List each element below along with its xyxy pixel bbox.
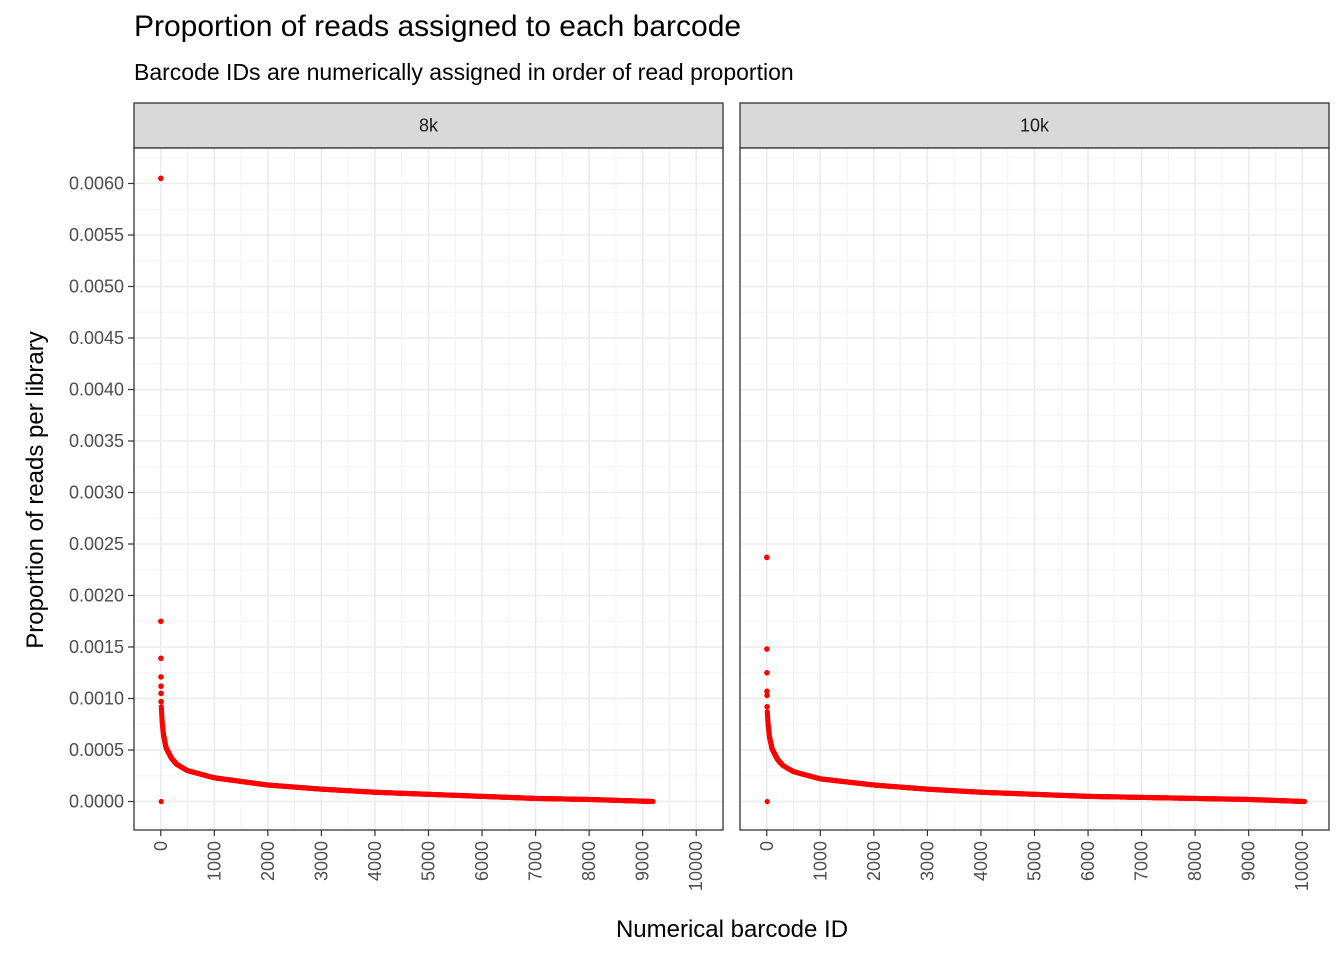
y-tick-label: 0.0055 bbox=[69, 225, 124, 245]
x-tick-label: 8000 bbox=[579, 841, 599, 881]
x-tick-label: 6000 bbox=[472, 841, 492, 881]
y-tick-label: 0.0025 bbox=[69, 534, 124, 554]
chart-subtitle: Barcode IDs are numerically assigned in … bbox=[134, 59, 794, 85]
y-tick-label: 0.0015 bbox=[69, 637, 124, 657]
data-point bbox=[764, 798, 770, 805]
y-tick-label: 0.0020 bbox=[69, 586, 124, 606]
data-point-top bbox=[764, 692, 770, 699]
x-tick-label: 4000 bbox=[365, 841, 385, 881]
x-tick-label: 3000 bbox=[311, 841, 331, 881]
y-tick-label: 0.0040 bbox=[69, 380, 124, 400]
y-tick-label: 0.0030 bbox=[69, 483, 124, 503]
data-point-top bbox=[158, 690, 164, 697]
data-points bbox=[764, 554, 1308, 805]
data-point-top bbox=[158, 698, 164, 705]
x-tick-label: 4000 bbox=[971, 841, 991, 881]
data-point-top bbox=[158, 674, 164, 680]
facet-strip-label: 10k bbox=[1020, 116, 1050, 136]
gridlines bbox=[134, 148, 723, 830]
x-tick-label: 9000 bbox=[633, 841, 653, 881]
chart-title: Proportion of reads assigned to each bar… bbox=[134, 10, 742, 43]
y-tick-label: 0.0045 bbox=[69, 328, 124, 348]
data-point-top bbox=[158, 655, 164, 662]
y-tick-label: 0.0000 bbox=[69, 792, 124, 812]
x-tick-label: 1000 bbox=[204, 841, 224, 881]
x-tick-label: 9000 bbox=[1239, 841, 1259, 881]
y-tick-label: 0.0035 bbox=[69, 431, 124, 451]
facet-panel-8k: 8k 0 1000 2000 3000 4000 5000 6000 7000 8000 9000 1… bbox=[69, 102, 724, 891]
y-tick-label: 0.0060 bbox=[69, 174, 124, 194]
x-tick-label: 7000 bbox=[1132, 841, 1152, 881]
y-tick-label: 0.0050 bbox=[69, 277, 124, 297]
data-point-top bbox=[764, 669, 770, 676]
data-point-top bbox=[764, 554, 770, 561]
y-axis: 0.0000 0.0005 0.0010 0.0015 0.0020 0.0025 0.00… bbox=[69, 174, 134, 812]
x-axis: 0 1000 2000 3000 4000 5000 6000 7000 8000 9000 100… bbox=[151, 830, 706, 891]
x-axis: 0 1000 2000 3000 4000 5000 6000 7000 8000 9000 100… bbox=[757, 830, 1312, 891]
data-point-top bbox=[764, 688, 770, 695]
y-tick-label: 0.0005 bbox=[69, 740, 124, 760]
x-tick-label: 7000 bbox=[526, 841, 546, 881]
data-point-top bbox=[764, 703, 770, 710]
x-tick-label: 5000 bbox=[419, 841, 439, 881]
facet-panel-10k: 10k 0 1000 2000 3000 4000 5000 6000 7000 8000 9000… bbox=[739, 102, 1330, 891]
data-point-top bbox=[764, 646, 770, 652]
data-point-top bbox=[158, 618, 164, 625]
x-tick-label: 0 bbox=[151, 841, 171, 851]
x-tick-label: 6000 bbox=[1078, 841, 1098, 881]
x-tick-label: 3000 bbox=[917, 841, 937, 881]
y-axis-label: Proportion of reads per library bbox=[22, 331, 49, 649]
x-tick-label: 10000 bbox=[686, 841, 706, 891]
data-point bbox=[158, 798, 164, 805]
x-tick-label: 2000 bbox=[258, 841, 278, 881]
data-point bbox=[1301, 798, 1308, 805]
x-axis-label: Numerical barcode ID bbox=[615, 916, 849, 943]
x-tick-label: 2000 bbox=[864, 841, 884, 881]
data-points bbox=[158, 175, 656, 805]
x-tick-label: 8000 bbox=[1185, 841, 1205, 881]
y-tick-label: 0.0010 bbox=[69, 689, 124, 709]
x-tick-label: 10000 bbox=[1292, 841, 1312, 891]
data-point-top bbox=[158, 683, 164, 689]
data-point-top bbox=[158, 175, 164, 182]
facet-strip-label: 8k bbox=[419, 116, 439, 136]
x-tick-label: 1000 bbox=[810, 841, 830, 881]
x-tick-label: 0 bbox=[757, 841, 777, 851]
data-point bbox=[650, 798, 656, 805]
x-tick-label: 5000 bbox=[1025, 841, 1045, 881]
